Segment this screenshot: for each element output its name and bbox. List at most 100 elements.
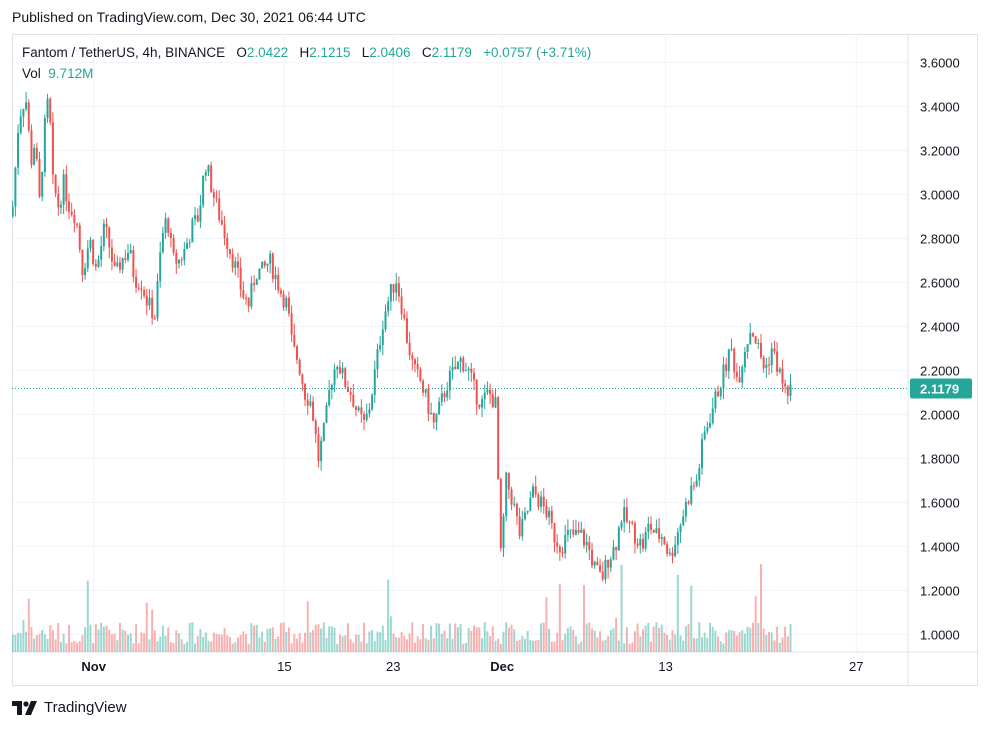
change-value: +0.0757 (+3.71%)	[483, 45, 592, 60]
volume-bar	[250, 623, 253, 652]
candle-body	[135, 276, 138, 288]
candle-body	[341, 368, 344, 374]
volume-bar	[435, 623, 438, 652]
volume-bar	[778, 642, 781, 652]
volume-bar	[703, 632, 706, 652]
volume-bar	[320, 628, 323, 652]
candle-body	[411, 355, 414, 360]
volume-bar	[424, 638, 427, 652]
candle-body	[700, 439, 703, 469]
volume-bar	[561, 639, 564, 652]
candle-body	[27, 102, 30, 131]
candle-body	[596, 561, 599, 566]
candle-body	[561, 552, 564, 554]
candle-body	[735, 371, 738, 378]
candle-body	[572, 529, 575, 535]
volume-bar	[623, 643, 626, 652]
candle-body	[368, 409, 371, 414]
volume-bar	[352, 642, 355, 652]
candle-body	[250, 283, 253, 307]
candle-body	[320, 440, 323, 462]
volume-bar	[641, 629, 644, 652]
candle-body	[408, 342, 411, 356]
volume-bar	[30, 626, 33, 652]
volume-bar	[49, 625, 52, 652]
candle-body	[108, 227, 111, 248]
y-tick-label: 3.4000	[920, 100, 960, 115]
volume-bar	[236, 637, 239, 652]
volume-bar	[277, 636, 280, 652]
volume-bar	[725, 632, 728, 652]
volume-bar	[336, 643, 339, 652]
candle-body	[467, 368, 470, 371]
candle-body	[204, 172, 207, 176]
volume-bar	[459, 624, 462, 652]
candle-body	[30, 130, 33, 165]
volume-bar	[164, 635, 167, 652]
candle-body	[395, 283, 398, 293]
candle-body	[521, 519, 524, 537]
volume-bar	[534, 640, 537, 652]
volume-bar	[556, 632, 559, 652]
volume-bar	[727, 630, 730, 652]
candle-body	[145, 295, 148, 306]
volume-bar	[577, 643, 580, 652]
candle-body	[333, 369, 336, 385]
volume-bar	[234, 642, 237, 652]
candle-body	[768, 364, 771, 366]
volume-bar	[113, 633, 116, 652]
candle-body	[177, 259, 180, 264]
volume-bar	[473, 625, 476, 652]
volume-bar	[121, 629, 124, 652]
candle-body	[127, 253, 130, 260]
volume-bar	[419, 639, 422, 652]
volume-bar	[325, 637, 328, 652]
volume-bar	[92, 643, 95, 652]
candle-body	[674, 544, 677, 557]
y-tick-label: 2.8000	[920, 232, 960, 247]
volume-bar	[371, 629, 374, 652]
volume-bar	[226, 635, 229, 652]
candle-body	[309, 401, 312, 406]
candle-body	[655, 528, 658, 533]
volume-bar	[639, 636, 642, 652]
volume-bar	[781, 637, 784, 652]
candle-body	[617, 527, 620, 551]
volume-bar	[553, 641, 556, 652]
candle-body	[513, 503, 516, 505]
volume-bar	[655, 622, 658, 652]
volume-bar	[690, 585, 693, 652]
candle-body	[762, 357, 765, 369]
candle-body	[773, 348, 776, 352]
candle-body	[35, 147, 38, 159]
candle-body	[663, 537, 666, 545]
symbol-label[interactable]: Fantom / TetherUS, 4h, BINANCE	[22, 45, 226, 60]
volume-bar	[615, 617, 618, 652]
volume-bar	[269, 628, 272, 652]
volume-bar	[674, 634, 677, 652]
volume-bar	[228, 636, 231, 652]
candle-body	[65, 174, 68, 202]
candle-body	[269, 253, 272, 264]
volume-bar	[89, 624, 92, 652]
candle-body	[290, 313, 293, 335]
volume-bar	[446, 638, 449, 652]
high-label: H	[299, 45, 310, 60]
volume-bar	[159, 636, 162, 652]
volume-legend: Vol 9.712M	[22, 66, 93, 81]
footer-brand[interactable]: TradingView	[12, 699, 127, 716]
volume-bar	[529, 640, 532, 652]
volume-bar	[363, 622, 366, 652]
volume-bar	[526, 630, 529, 652]
volume-bar	[43, 634, 46, 652]
candle-body	[620, 522, 623, 528]
volume-bar	[12, 634, 14, 652]
close-value: 2.1179	[431, 45, 472, 60]
volume-bar	[261, 631, 264, 652]
candle-body	[223, 224, 226, 238]
candle-body	[12, 206, 14, 217]
candle-body	[523, 512, 526, 520]
volume-bar	[86, 580, 89, 652]
volume-bar	[65, 643, 68, 652]
candlestick-chart[interactable]: 3.6000 3.4000 3.2000 3.0000 2.8000 2.6000 2.40…	[12, 34, 978, 686]
